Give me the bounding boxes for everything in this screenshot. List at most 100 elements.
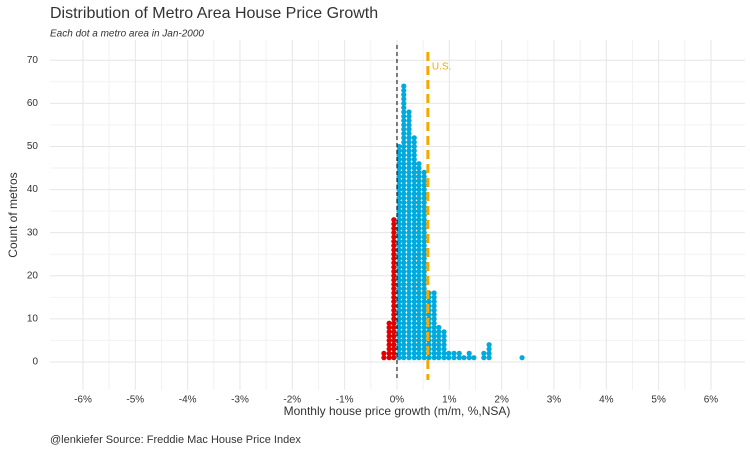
dot-stack: [446, 350, 452, 361]
dot-stack: [421, 169, 427, 361]
dot: [411, 342, 417, 348]
dot: [436, 342, 442, 348]
dot: [406, 234, 412, 240]
dot: [411, 212, 417, 219]
dot: [401, 294, 407, 300]
dot: [401, 178, 407, 184]
dot: [396, 178, 402, 184]
dot: [416, 212, 422, 219]
dot: [401, 199, 407, 206]
dot: [411, 337, 417, 344]
dot: [396, 186, 402, 193]
dot: [406, 109, 412, 115]
dot: [446, 350, 452, 356]
dot: [406, 113, 412, 119]
dot: [416, 208, 422, 214]
dot: [426, 299, 432, 305]
dot: [401, 152, 407, 158]
dot: [411, 260, 417, 266]
dot: [431, 290, 437, 296]
dot: [416, 346, 422, 352]
dot: [391, 260, 397, 266]
dot: [396, 225, 402, 231]
dot: [401, 324, 407, 331]
dot: [421, 199, 427, 206]
dot: [416, 243, 422, 249]
dot: [406, 350, 412, 356]
dot: [416, 311, 422, 318]
dot: [416, 316, 422, 322]
dot: [416, 230, 422, 236]
dot: [396, 255, 402, 262]
dot: [401, 286, 407, 292]
dot: [401, 186, 407, 193]
dot: [396, 355, 402, 361]
dot: [406, 307, 412, 313]
dot: [396, 342, 402, 348]
dot: [431, 337, 437, 344]
dot: [401, 122, 407, 128]
dot: [401, 251, 407, 257]
dot: [416, 303, 422, 309]
dot: [406, 152, 412, 158]
dot: [406, 182, 412, 188]
dot: [406, 273, 412, 279]
dot: [486, 346, 492, 352]
dot: [421, 169, 427, 175]
dot: [421, 273, 427, 279]
dot: [416, 217, 422, 223]
dot: [391, 329, 397, 335]
dot: [386, 324, 392, 331]
dot: [406, 346, 412, 352]
dot: [481, 350, 487, 356]
dot: [391, 286, 397, 292]
dot: [431, 329, 437, 335]
dot: [391, 324, 397, 331]
y-tick-label: 30: [27, 227, 39, 238]
dot: [456, 350, 462, 356]
chart-subtitle: Each dot a metro area in Jan-2000: [50, 29, 204, 40]
dot: [391, 307, 397, 313]
dot: [416, 350, 422, 356]
dot: [486, 355, 492, 361]
dot: [411, 169, 417, 175]
dot: [436, 324, 442, 331]
dot: [401, 161, 407, 167]
dot-stack: [431, 290, 437, 361]
dot: [416, 174, 422, 180]
dot: [391, 281, 397, 287]
dot: [401, 277, 407, 283]
dot: [406, 320, 412, 326]
dot: [396, 346, 402, 352]
dot: [391, 299, 397, 305]
y-tick-label: 40: [27, 184, 39, 195]
dot: [406, 204, 412, 210]
dot: [401, 230, 407, 236]
dot: [406, 186, 412, 193]
dot: [401, 169, 407, 175]
dot: [416, 329, 422, 335]
dot: [416, 238, 422, 244]
dot: [396, 247, 402, 253]
dot: [431, 346, 437, 352]
dot: [401, 329, 407, 335]
dot: [481, 355, 487, 361]
dot: [416, 169, 422, 175]
dot: [441, 342, 447, 348]
dot: [411, 182, 417, 188]
dot: [396, 264, 402, 270]
dot: [421, 329, 427, 335]
dot: [421, 324, 427, 331]
dot: [406, 255, 412, 262]
dot-stack: [406, 109, 412, 361]
dot-stack: [381, 350, 387, 361]
dot: [411, 333, 417, 339]
dot: [411, 350, 417, 356]
dot: [401, 105, 407, 111]
dot: [416, 225, 422, 231]
dot: [406, 238, 412, 244]
dot: [406, 126, 412, 132]
dot: [406, 268, 412, 275]
dot: [396, 316, 402, 322]
